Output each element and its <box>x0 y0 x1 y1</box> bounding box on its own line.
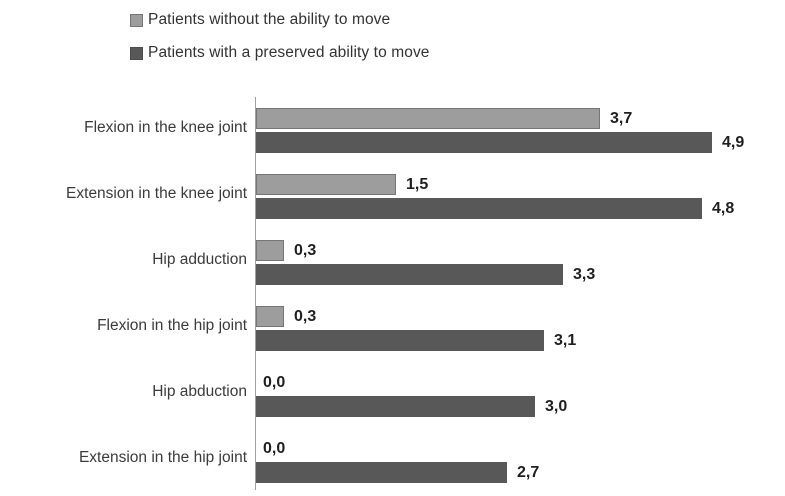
value-label: 0,3 <box>294 307 317 325</box>
category-label: Flexion in the hip joint <box>97 317 247 334</box>
bar-patients-without-ability <box>256 174 396 195</box>
value-label: 3,7 <box>610 109 633 127</box>
category-label: Hip adduction <box>152 251 247 268</box>
legend-label: Patients without the ability to move <box>148 11 391 28</box>
category-label: Extension in the knee joint <box>66 185 247 202</box>
y-axis-line <box>255 97 256 490</box>
value-label: 1,5 <box>406 175 429 193</box>
value-label: 4,9 <box>722 133 745 151</box>
bar-patients-with-ability <box>256 330 544 351</box>
bar-patients-with-ability <box>256 462 507 483</box>
value-label: 0,3 <box>294 241 317 259</box>
value-label: 4,8 <box>712 199 735 217</box>
legend-swatch-gray-dark <box>130 46 143 60</box>
category-label: Extension in the hip joint <box>78 449 247 466</box>
bar-patients-without-ability <box>256 108 600 129</box>
legend-label: Patients with a preserved ability to mov… <box>148 44 430 61</box>
value-label: 3,0 <box>545 397 568 415</box>
value-label: 2,7 <box>517 463 540 481</box>
bar-patients-with-ability <box>256 198 702 219</box>
legend-item-without-ability: Patients without the ability to move <box>130 10 390 30</box>
legend-swatch-gray-light <box>130 13 143 27</box>
bar-patients-with-ability <box>256 132 712 153</box>
category-label: Hip abduction <box>152 383 247 400</box>
bar-patients-with-ability <box>256 264 563 285</box>
legend-item-with-ability: Patients with a preserved ability to mov… <box>130 43 430 63</box>
bar-patients-without-ability <box>256 306 284 327</box>
value-label: 0,0 <box>263 439 286 457</box>
category-label: Flexion in the knee joint <box>84 119 247 136</box>
value-label: 3,3 <box>573 265 596 283</box>
value-label: 3,1 <box>554 331 577 349</box>
bar-patients-with-ability <box>256 396 535 417</box>
bar-patients-without-ability <box>256 240 284 261</box>
value-label: 0,0 <box>263 373 286 391</box>
